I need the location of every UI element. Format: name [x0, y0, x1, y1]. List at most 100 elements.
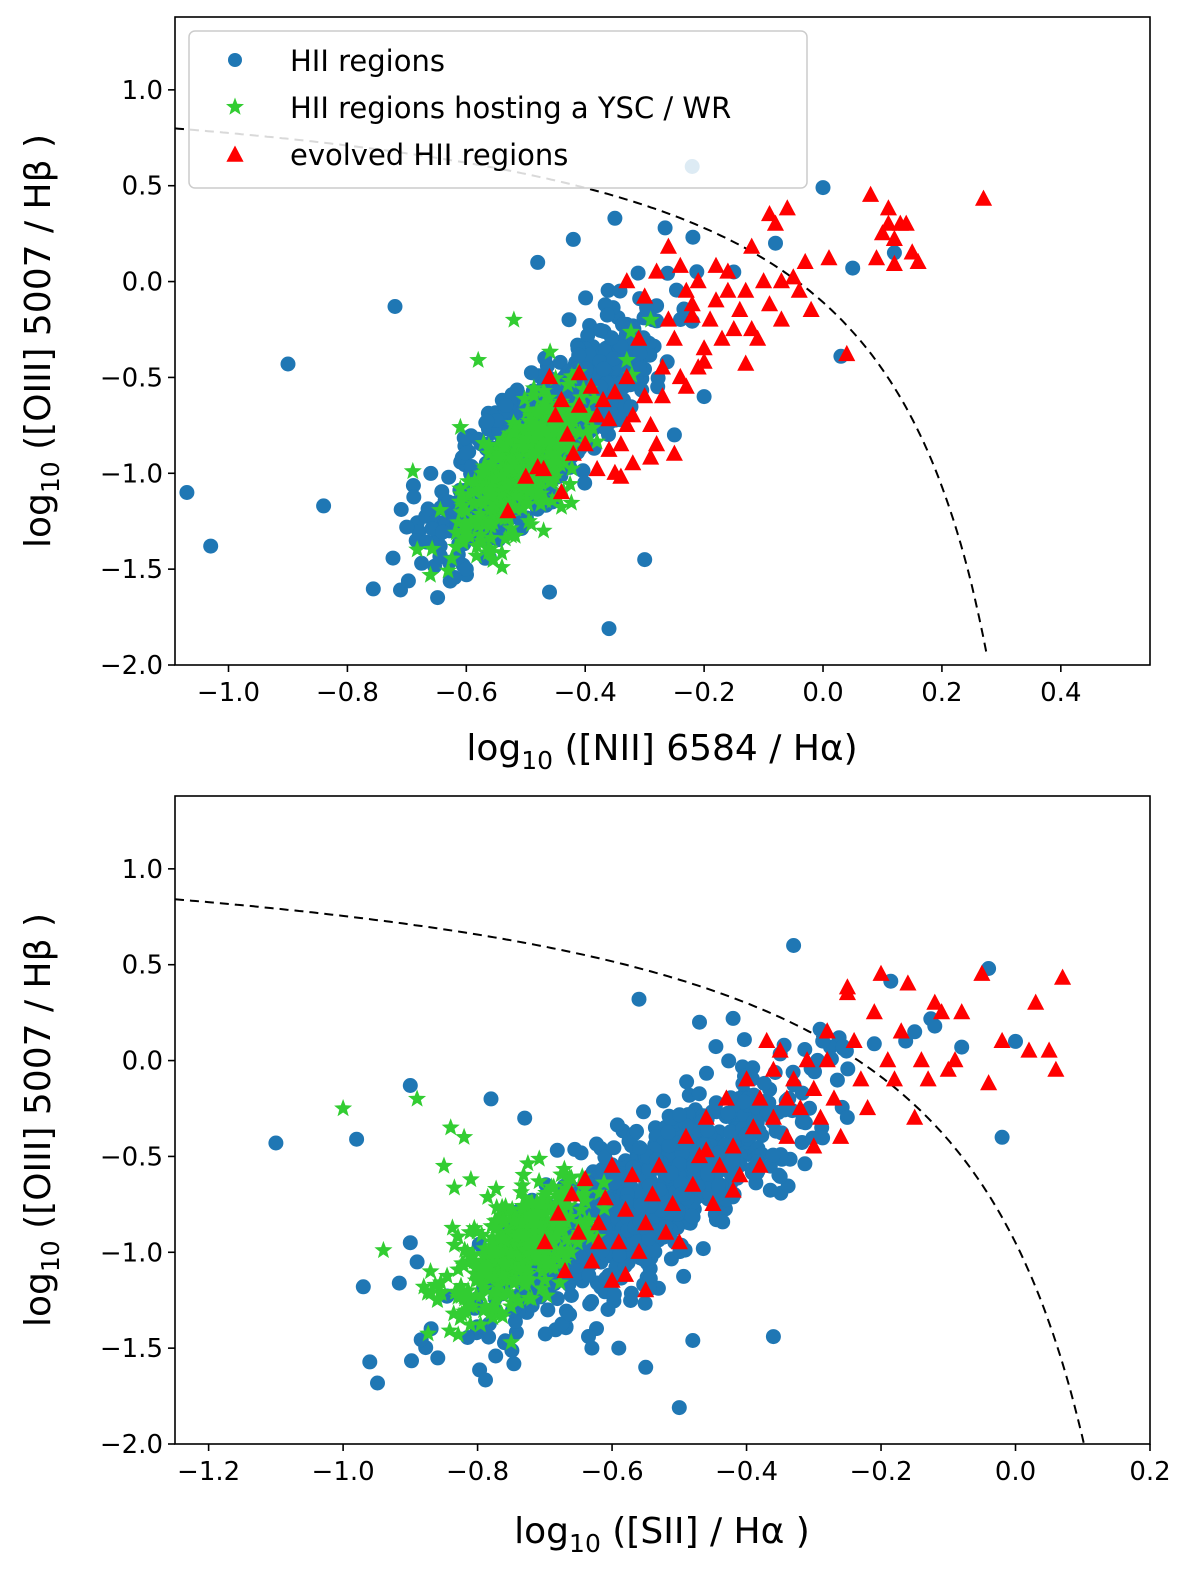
ysc-wr-point [493, 1249, 512, 1267]
evolved-point [582, 377, 600, 394]
ysc-wr-point [508, 431, 527, 449]
ysc-wr-point [525, 1230, 544, 1248]
evolved-point [606, 383, 624, 400]
evolved-point [778, 1127, 796, 1144]
ysc-wr-point [515, 1275, 534, 1293]
ysc-wr-point [622, 322, 640, 340]
ysc-wr-point [522, 1193, 541, 1211]
evolved-point [546, 406, 564, 423]
hii-region-point [684, 1208, 700, 1224]
hii-region-point [771, 1167, 787, 1183]
ysc-wr-point [459, 486, 478, 504]
hii-region-point [606, 1175, 622, 1191]
hii-region-point [886, 245, 902, 261]
evolved-point [594, 390, 612, 408]
hii-region-point [549, 1291, 565, 1307]
y-tick-label: −0.5 [100, 1142, 163, 1172]
ysc-wr-point [509, 1260, 528, 1278]
hii-region-point [463, 459, 479, 474]
hii-region-point [689, 264, 705, 280]
ysc-wr-point [572, 388, 591, 406]
ysc-wr-point [469, 1269, 488, 1287]
evolved-point [906, 1108, 924, 1125]
hii-region-point [711, 1178, 726, 1194]
hii-region-point [721, 1053, 737, 1069]
star-icon [226, 97, 244, 115]
hii-region-point [280, 356, 296, 372]
ysc-wr-point [527, 1213, 546, 1231]
evolved-point [838, 344, 856, 362]
hii-region-point [456, 430, 472, 446]
ysc-wr-point [498, 1282, 517, 1300]
evolved-point [637, 1281, 655, 1298]
evolved-point [731, 1166, 749, 1183]
ysc-wr-point [467, 1257, 486, 1275]
evolved-point [738, 1070, 756, 1087]
evolved-point [805, 1079, 823, 1096]
ysc-wr-point [486, 1218, 505, 1236]
evolved-point [650, 1156, 668, 1173]
hii-region-point [584, 1294, 600, 1309]
ysc-wr-point [485, 469, 504, 487]
evolved-point [671, 367, 689, 385]
evolved-point [859, 1099, 877, 1116]
ysc-wr-point [555, 1159, 574, 1177]
evolved-point [563, 1185, 581, 1202]
ysc-wr-point [445, 1178, 464, 1196]
evolved-point [701, 310, 719, 327]
hii-region-point [756, 1075, 772, 1091]
ysc-wr-point [518, 402, 537, 420]
hii-region-point [481, 1329, 497, 1345]
ysc-wr-point [561, 474, 580, 492]
ysc-wr-point [580, 1211, 599, 1229]
evolved-point [623, 1166, 641, 1183]
hii-region-point [664, 1165, 679, 1181]
hii-region-point [609, 1117, 625, 1133]
ysc-wr-point [528, 400, 547, 418]
evolved-point [820, 249, 838, 266]
ysc-wr-point [542, 1197, 561, 1215]
ysc-wr-point [595, 1173, 614, 1191]
ysc-wr-point [479, 444, 498, 462]
ysc-wr-point [414, 1277, 433, 1295]
bottom-axes-frame [174, 795, 1151, 1445]
ysc-wr-point [515, 389, 534, 407]
ysc-wr-point [489, 1276, 508, 1294]
ysc-wr-point [480, 538, 499, 556]
hii-region-point [530, 254, 546, 270]
y-tick-label: 1.0 [122, 76, 163, 106]
evolved-point [636, 287, 654, 304]
hii-region-point [671, 1400, 687, 1416]
ysc-wr-point [474, 494, 493, 512]
ysc-wr-point [527, 443, 546, 461]
ysc-wr-point [530, 1149, 549, 1167]
evolved-point [684, 1175, 702, 1192]
ysc-wr-point [509, 1224, 528, 1242]
ysc-wr-point [516, 1269, 535, 1287]
ysc-wr-point [485, 495, 504, 513]
evolved-point [617, 1200, 635, 1217]
evolved-point [899, 974, 917, 991]
x-tick-label: −0.2 [849, 1457, 912, 1487]
y-tick-label: −2.0 [100, 651, 163, 681]
bottom-evolved-series [536, 964, 1072, 1298]
hii-region-point [762, 1182, 778, 1198]
evolved-point [838, 978, 856, 995]
ysc-wr-point [532, 1279, 551, 1297]
hii-region-point [581, 1267, 597, 1283]
x-tick-label: 0.4 [1040, 678, 1081, 708]
ysc-wr-point [419, 1324, 438, 1342]
evolved-point [796, 252, 814, 269]
evolved-point [909, 252, 927, 269]
ysc-wr-point [508, 1291, 527, 1309]
ysc-wr-point [489, 1302, 507, 1321]
ysc-wr-point [431, 1273, 450, 1291]
ysc-wr-point [507, 1270, 526, 1288]
hii-region-point [584, 1340, 600, 1356]
hii-region-point [203, 538, 219, 554]
ysc-wr-point [465, 472, 484, 490]
ysc-wr-point [548, 432, 567, 450]
ysc-wr-point [447, 523, 466, 541]
evolved-point [946, 1051, 964, 1068]
hii-region-point [542, 584, 557, 600]
